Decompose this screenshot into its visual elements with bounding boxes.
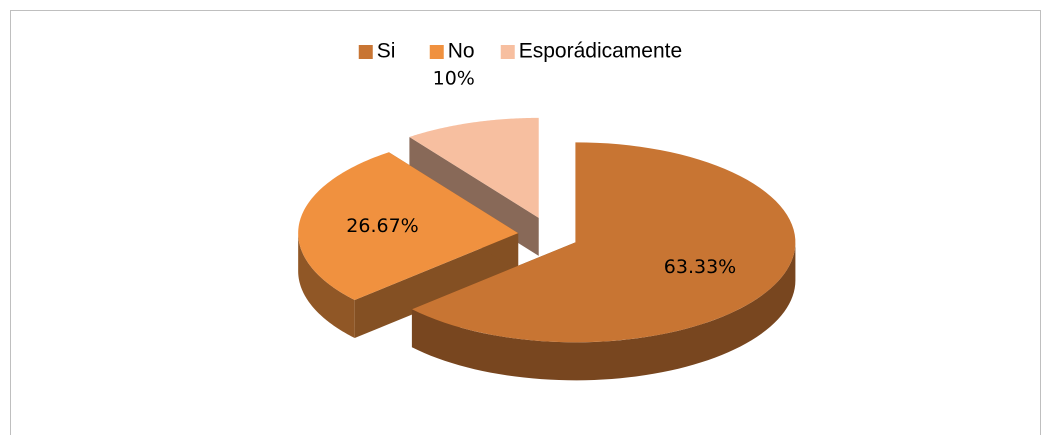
legend-label: Si	[377, 40, 396, 63]
data-label: 26.67%	[346, 215, 418, 237]
data-label: 63.33%	[664, 256, 736, 278]
pie-slice	[298, 152, 519, 339]
slice-wall	[298, 233, 355, 339]
legend-swatch	[500, 45, 515, 59]
legend-swatch	[358, 45, 373, 59]
legend-label: No	[448, 40, 475, 63]
legend: Si No Esporádicamente	[358, 40, 682, 63]
slice-wall	[411, 242, 796, 381]
slice-side	[354, 233, 519, 339]
pie-slice	[411, 142, 796, 381]
data-label: 10%	[433, 67, 475, 89]
slice-top	[409, 117, 539, 218]
legend-swatch	[429, 45, 444, 59]
slice-top	[411, 142, 796, 343]
slice-top	[298, 152, 519, 301]
legend-label: Esporádicamente	[519, 40, 682, 63]
